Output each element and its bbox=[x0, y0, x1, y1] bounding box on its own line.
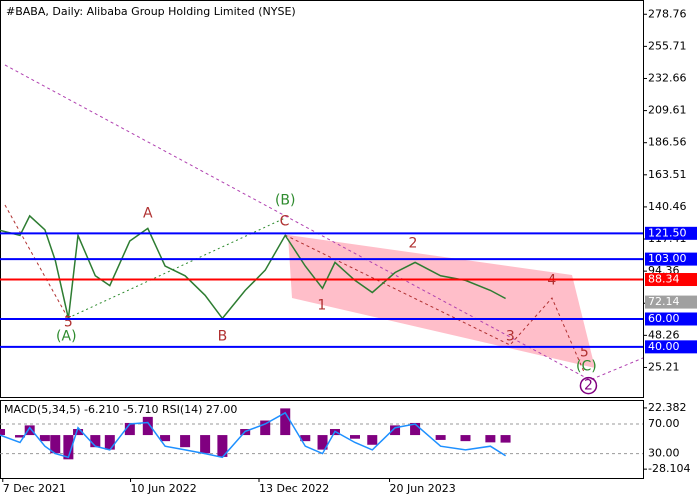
y-tick-label: 25.21 bbox=[648, 360, 680, 373]
y-tick-label: -28.104 bbox=[648, 462, 690, 475]
macd-bar bbox=[349, 435, 360, 439]
y-tick-label: 232.66 bbox=[648, 71, 687, 84]
channel bbox=[288, 235, 595, 368]
wave-label: 3 bbox=[506, 329, 515, 345]
y-tick-label: 22.382 bbox=[648, 401, 687, 414]
wave-label: (C) bbox=[576, 358, 597, 374]
macd-bar bbox=[63, 435, 74, 460]
macd-bar bbox=[0, 429, 5, 436]
macd-bar bbox=[24, 425, 35, 436]
macd-bar bbox=[367, 435, 378, 445]
y-tick-label: 186.56 bbox=[648, 136, 687, 149]
macd-bar bbox=[142, 416, 153, 436]
wave-label: A bbox=[143, 205, 153, 221]
macd-bar bbox=[160, 435, 171, 442]
macd-bar bbox=[200, 435, 211, 454]
macd-bar bbox=[300, 435, 311, 442]
level-label: 88.34 bbox=[648, 273, 680, 286]
level-label: 121.50 bbox=[648, 226, 687, 239]
indicator-title: MACD(5,34,5) -6.210 -5.710 RSI(14) 27.00 bbox=[4, 403, 237, 416]
wave-label: 5 bbox=[64, 314, 73, 330]
x-tick-label: 10 Jun 2022 bbox=[131, 482, 197, 495]
macd-bar bbox=[435, 435, 446, 440]
wave-label: (B) bbox=[275, 192, 296, 208]
macd-bar bbox=[390, 425, 401, 436]
level-label: 72.14 bbox=[648, 295, 680, 308]
macd-bar bbox=[500, 435, 511, 443]
level-box bbox=[645, 312, 697, 326]
chart-title: #BABA, Daily: Alibaba Group Holding Limi… bbox=[6, 5, 296, 18]
macd-bar bbox=[217, 435, 228, 457]
level-box bbox=[645, 340, 697, 354]
macd-bar bbox=[485, 435, 496, 443]
wave-label: C bbox=[280, 213, 290, 229]
x-tick-label: 7 Dec 2021 bbox=[3, 482, 66, 495]
macd-bar bbox=[410, 422, 421, 436]
level-box bbox=[645, 252, 697, 266]
wave-label: 1 bbox=[317, 297, 326, 313]
wave-label: (A) bbox=[56, 329, 77, 345]
macd-bar bbox=[90, 435, 101, 448]
wave-label: 5 bbox=[580, 344, 589, 360]
macd-bar bbox=[317, 435, 328, 450]
macd-bar bbox=[280, 408, 291, 436]
rsi-line bbox=[0, 411, 507, 459]
macd-bar bbox=[124, 422, 135, 436]
y-tick-label: 140.46 bbox=[648, 200, 687, 213]
x-tick-label: 13 Dec 2022 bbox=[259, 482, 329, 495]
y-tick-label: 278.76 bbox=[648, 7, 687, 20]
macd-bar bbox=[73, 429, 84, 436]
wave-circle bbox=[579, 376, 598, 395]
y2-tick-label: 30.00 bbox=[648, 447, 680, 460]
level-box bbox=[645, 295, 697, 309]
y-tick-label: 163.51 bbox=[648, 168, 687, 181]
level-label: 60.00 bbox=[648, 312, 680, 325]
level-box bbox=[645, 226, 697, 240]
wave-label: 2 bbox=[584, 378, 593, 394]
trend-line bbox=[4, 64, 644, 381]
wave-label: 2 bbox=[409, 235, 418, 251]
y-tick-label: 209.61 bbox=[648, 104, 687, 117]
x-tick-label: 20 Jun 2023 bbox=[390, 482, 456, 495]
level-box bbox=[645, 273, 697, 287]
level-label: 40.00 bbox=[648, 340, 680, 353]
macd-bar bbox=[50, 435, 61, 454]
macd-bar bbox=[39, 435, 50, 442]
macd-bar bbox=[104, 435, 115, 450]
macd-bar bbox=[180, 435, 191, 448]
y-tick-label: 255.71 bbox=[648, 39, 687, 52]
y-tick-label: 48.26 bbox=[648, 328, 680, 341]
y2-tick-label: 70.00 bbox=[648, 417, 680, 430]
macd-bar bbox=[260, 420, 271, 436]
level-label: 103.00 bbox=[648, 252, 687, 265]
macd-bar bbox=[460, 435, 471, 442]
macd-bar bbox=[15, 435, 26, 438]
wave-label: B bbox=[218, 329, 228, 345]
